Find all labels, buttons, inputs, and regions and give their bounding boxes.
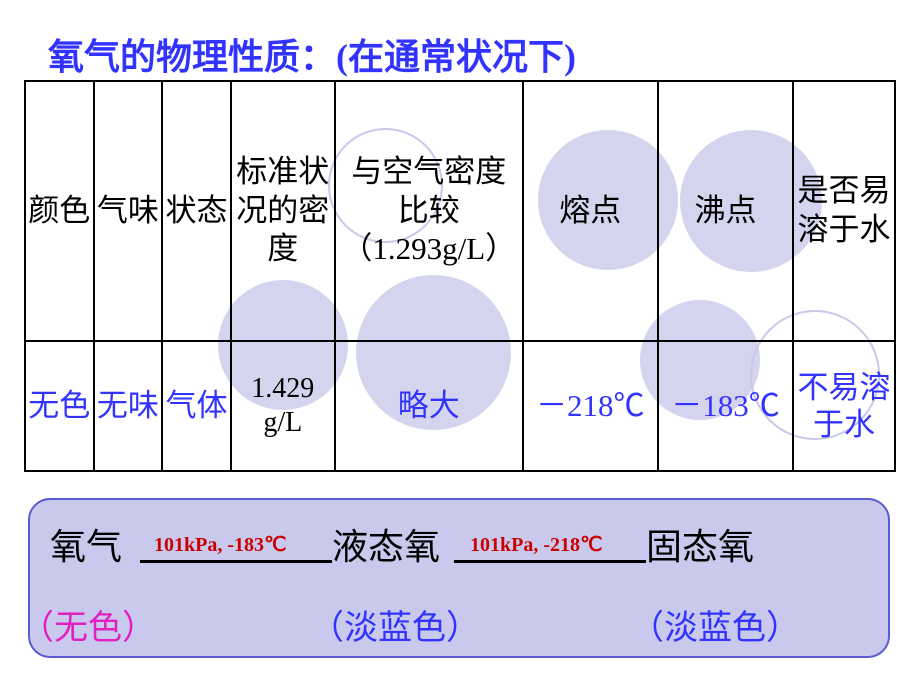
page-title: 氧气的物理性质：(在通常状况下) bbox=[48, 28, 576, 80]
val-color: 无色 bbox=[25, 341, 94, 471]
table-header-row: 颜色 气味 状态 标准状况的密度 与空气密度比较（1.293g/L） 熔点 沸点… bbox=[25, 81, 895, 341]
col-vs-air: 与空气密度比较（1.293g/L） bbox=[335, 81, 523, 341]
arrow-2 bbox=[454, 560, 646, 563]
col-color: 颜色 bbox=[25, 81, 94, 341]
color-liquid: （淡蓝色） bbox=[310, 600, 480, 649]
val-solubility: 不易溶于水 bbox=[793, 341, 895, 471]
phase-liquid: 液态氧 bbox=[332, 518, 440, 570]
phase-transition-box: 氧气 101kPa, -183℃ 液态氧 101kPa, -218℃ 固态氧 （… bbox=[28, 498, 890, 658]
arrow-1 bbox=[140, 560, 332, 563]
col-state: 状态 bbox=[162, 81, 231, 341]
col-density: 标准状况的密度 bbox=[231, 81, 335, 341]
phase-row: 氧气 101kPa, -183℃ 液态氧 101kPa, -218℃ 固态氧 bbox=[30, 518, 888, 578]
val-state: 气体 bbox=[162, 341, 231, 471]
cond-1: 101kPa, -183℃ bbox=[154, 532, 286, 557]
cond-2: 101kPa, -218℃ bbox=[470, 532, 602, 557]
color-solid: （淡蓝色） bbox=[630, 600, 800, 649]
table-value-row: 无色 无味 气体 1.429 g/L 略大 －218℃ －183℃ 不易溶于水 bbox=[25, 341, 895, 471]
val-smell: 无味 bbox=[94, 341, 163, 471]
phase-gas: 氧气 bbox=[50, 518, 122, 570]
val-density: 1.429 g/L bbox=[231, 341, 335, 471]
color-gas: （无色） bbox=[20, 600, 156, 649]
col-solubility: 是否易溶于水 bbox=[793, 81, 895, 341]
val-vs-air: 略大 bbox=[335, 341, 523, 471]
phase-solid: 固态氧 bbox=[646, 518, 754, 570]
properties-table: 颜色 气味 状态 标准状况的密度 与空气密度比较（1.293g/L） 熔点 沸点… bbox=[24, 80, 896, 472]
val-melting: －218℃ bbox=[523, 341, 658, 471]
col-melting: 熔点 bbox=[523, 81, 658, 341]
val-boiling: －183℃ bbox=[658, 341, 793, 471]
col-smell: 气味 bbox=[94, 81, 163, 341]
col-boiling: 沸点 bbox=[658, 81, 793, 341]
